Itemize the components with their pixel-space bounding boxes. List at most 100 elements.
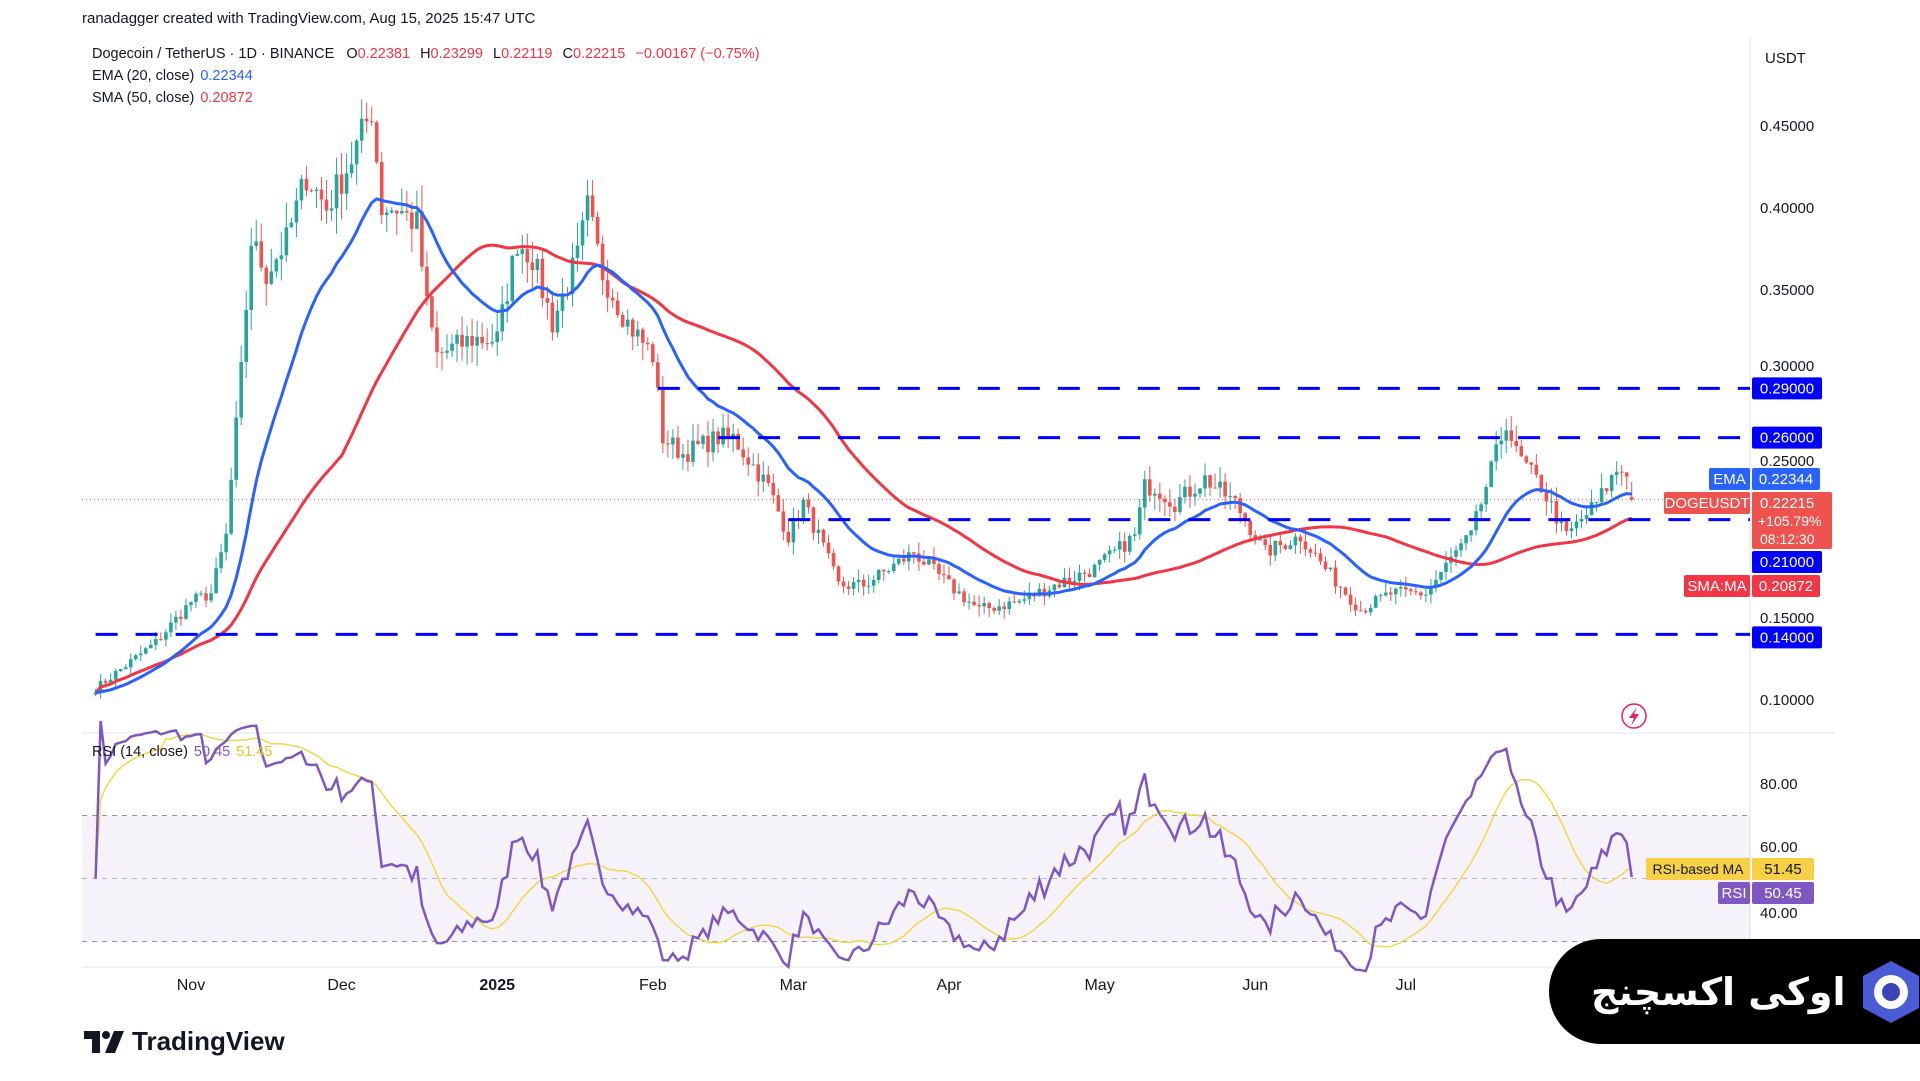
candle-body[interactable]	[1188, 486, 1192, 497]
candle-body[interactable]	[620, 315, 625, 327]
candle-body[interactable]	[646, 342, 650, 345]
candle-body[interactable]	[194, 593, 198, 603]
candle-body[interactable]	[1614, 471, 1619, 476]
candle-body[interactable]	[1404, 587, 1408, 590]
candle-body[interactable]	[1429, 586, 1433, 595]
candle-body[interactable]	[696, 440, 700, 445]
candle-body[interactable]	[846, 586, 851, 589]
candle-body[interactable]	[149, 644, 153, 649]
candle-body[interactable]	[871, 579, 876, 586]
candle-body[interactable]	[1228, 495, 1232, 497]
candle-body[interactable]	[786, 531, 791, 543]
candle-body[interactable]	[349, 164, 354, 174]
candle-body[interactable]	[1529, 462, 1534, 465]
candle-body[interactable]	[1158, 493, 1162, 499]
candle-body[interactable]	[701, 435, 705, 445]
candle-body[interactable]	[1569, 528, 1574, 532]
candle-body[interactable]	[1619, 471, 1624, 473]
candle-body[interactable]	[254, 241, 259, 246]
candle-body[interactable]	[490, 342, 494, 344]
candle-body[interactable]	[997, 606, 1001, 611]
candle-body[interactable]	[1459, 543, 1463, 551]
candle-body[interactable]	[1318, 553, 1323, 562]
candle-body[interactable]	[661, 387, 665, 444]
candle-body[interactable]	[861, 579, 866, 587]
candle-body[interactable]	[369, 121, 374, 123]
candle-body[interactable]	[1218, 481, 1222, 488]
candle-body[interactable]	[1554, 501, 1559, 524]
candle-body[interactable]	[1609, 475, 1614, 492]
symbol-title[interactable]: Dogecoin / TetherUS · 1D · BINANCE	[92, 46, 335, 62]
candle-body[interactable]	[947, 575, 951, 580]
candle-body[interactable]	[1599, 488, 1604, 503]
candle-body[interactable]	[540, 258, 545, 299]
candle-body[interactable]	[319, 189, 324, 200]
candle-body[interactable]	[374, 122, 379, 163]
candle-body[interactable]	[440, 352, 444, 354]
candle-body[interactable]	[987, 603, 991, 608]
ema-legend[interactable]: EMA (20, close) 0.22344	[92, 68, 253, 84]
candle-body[interactable]	[545, 298, 550, 303]
candle-body[interactable]	[103, 680, 108, 683]
candle-body[interactable]	[977, 604, 981, 607]
candle-body[interactable]	[1373, 596, 1378, 608]
candle-body[interactable]	[821, 529, 826, 543]
candle-body[interactable]	[1544, 492, 1549, 502]
candle-body[interactable]	[736, 433, 740, 450]
candle-body[interactable]	[314, 189, 319, 192]
candle-body[interactable]	[184, 605, 188, 619]
candle-body[interactable]	[1052, 584, 1057, 591]
candle-body[interactable]	[1238, 498, 1242, 514]
candle-body[interactable]	[1368, 607, 1373, 613]
candle-body[interactable]	[1559, 519, 1564, 524]
candle-body[interactable]	[721, 427, 725, 445]
candle-body[interactable]	[1127, 535, 1132, 552]
candle-body[interactable]	[1082, 572, 1087, 574]
candle-body[interactable]	[1494, 444, 1498, 462]
candle-body[interactable]	[244, 309, 248, 362]
candle-body[interactable]	[164, 632, 168, 640]
candle-body[interactable]	[1288, 545, 1293, 550]
candle-body[interactable]	[1198, 488, 1202, 494]
candle-body[interactable]	[1353, 604, 1358, 611]
candle-body[interactable]	[455, 334, 459, 344]
candle-body[interactable]	[1378, 595, 1383, 597]
candle-body[interactable]	[179, 616, 183, 619]
candle-body[interactable]	[144, 648, 148, 654]
candle-body[interactable]	[1564, 519, 1569, 532]
candle-body[interactable]	[229, 479, 233, 534]
candle-body[interactable]	[269, 271, 274, 284]
candle-body[interactable]	[1278, 540, 1283, 546]
candle-body[interactable]	[354, 140, 359, 165]
candle-body[interactable]	[711, 431, 715, 453]
candle-body[interactable]	[93, 692, 98, 695]
candle-body[interactable]	[525, 249, 530, 263]
candle-body[interactable]	[972, 601, 976, 605]
candle-body[interactable]	[1268, 545, 1273, 556]
candle-body[interactable]	[1604, 488, 1609, 492]
candle-body[interactable]	[535, 258, 540, 271]
candle-body[interactable]	[1273, 540, 1278, 556]
candle-body[interactable]	[957, 591, 961, 594]
candle-body[interactable]	[1439, 571, 1443, 580]
candle-body[interactable]	[405, 211, 409, 213]
candle-body[interactable]	[625, 319, 630, 327]
candle-body[interactable]	[1358, 610, 1363, 612]
candle-body[interactable]	[560, 293, 565, 311]
candle-body[interactable]	[1163, 498, 1167, 503]
candle-body[interactable]	[128, 659, 133, 668]
candle-body[interactable]	[1263, 539, 1268, 546]
candle-body[interactable]	[1454, 550, 1458, 557]
candle-body[interactable]	[435, 327, 439, 353]
candle-body[interactable]	[1057, 584, 1062, 588]
candle-body[interactable]	[1424, 594, 1428, 596]
candle-body[interactable]	[1584, 515, 1589, 519]
candle-body[interactable]	[756, 464, 761, 482]
candle-body[interactable]	[113, 671, 118, 680]
candle-body[interactable]	[284, 227, 289, 256]
candle-body[interactable]	[520, 249, 525, 254]
candle-body[interactable]	[1539, 474, 1544, 493]
candle-body[interactable]	[204, 593, 208, 601]
candle-body[interactable]	[1243, 513, 1247, 522]
